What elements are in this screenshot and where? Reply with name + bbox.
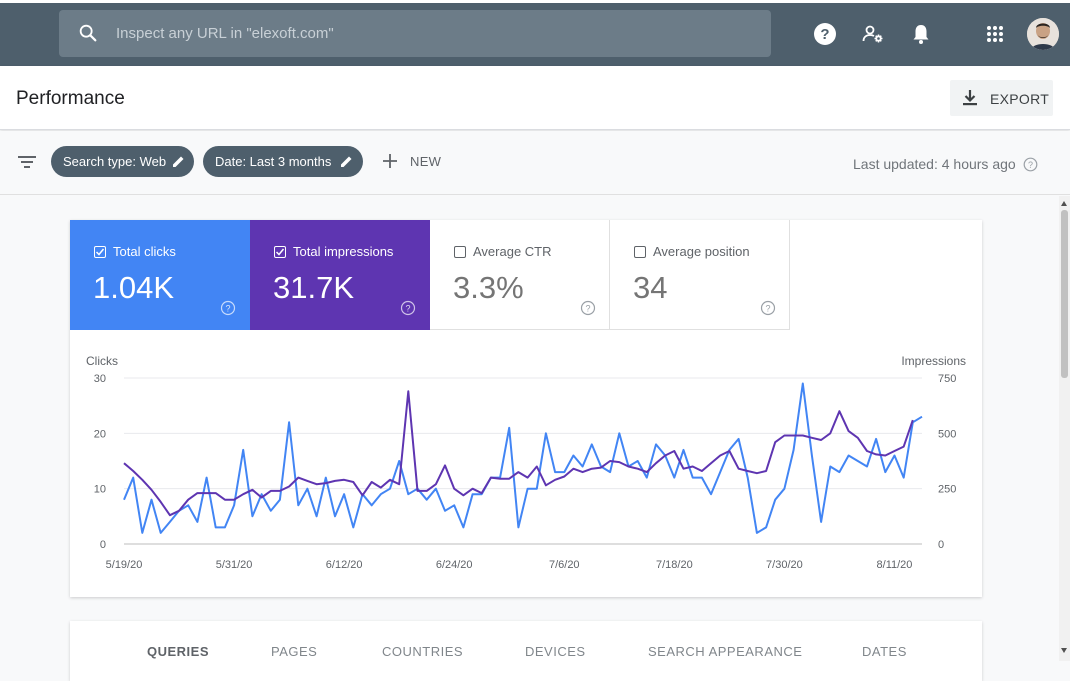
y-axis-right-label: Impressions xyxy=(901,354,966,368)
report-tabs: QUERIES PAGES COUNTRIES DEVICES SEARCH A… xyxy=(70,621,982,681)
tab-search-appearance[interactable]: SEARCH APPEARANCE xyxy=(648,644,803,659)
x-tick: 5/31/20 xyxy=(216,559,253,571)
plus-icon xyxy=(383,154,397,168)
tab-dates[interactable]: DATES xyxy=(862,644,907,659)
metric-average-position[interactable]: Average position 34 ? xyxy=(610,220,790,330)
help-circle-icon[interactable]: ? xyxy=(400,300,416,316)
svg-text:?: ? xyxy=(820,26,829,43)
y-tick-left: 30 xyxy=(94,373,106,385)
chart-ticks: 0 0 10 250 20 500 30 750 5/19/20 5/31/20 6/12/20 6/… xyxy=(94,373,957,571)
download-icon xyxy=(963,90,977,106)
metric-total-clicks[interactable]: Total clicks 1.04K ? xyxy=(70,220,250,330)
help-circle-icon[interactable]: ? xyxy=(1023,157,1038,172)
y-tick-right: 750 xyxy=(938,373,956,385)
url-inspect-search[interactable]: Inspect any URL in "elexoft.com" xyxy=(59,10,771,57)
y-tick-left: 20 xyxy=(94,428,106,440)
checkbox-average-position[interactable] xyxy=(634,246,646,258)
last-updated: Last updated: 4 hours ago ? xyxy=(853,154,1038,172)
edit-icon[interactable] xyxy=(171,154,186,169)
avatar[interactable] xyxy=(1027,18,1059,50)
chip-label: Date: Last 3 months xyxy=(215,154,332,169)
help-circle-icon[interactable]: ? xyxy=(760,300,776,316)
chart-grid xyxy=(124,377,922,545)
check-icon xyxy=(95,248,105,256)
tab-pages[interactable]: PAGES xyxy=(271,644,318,659)
last-updated-text: Last updated: 4 hours ago xyxy=(853,156,1016,172)
y-tick-left: 10 xyxy=(94,484,106,496)
metric-value: 1.04K xyxy=(93,270,175,305)
help-circle-icon[interactable]: ? xyxy=(580,300,596,316)
filter-bar: Search type: Web Date: Last 3 months NEW… xyxy=(0,131,1070,195)
top-app-bar: Inspect any URL in "elexoft.com" ? xyxy=(0,0,1070,66)
page-title: Performance xyxy=(16,88,125,109)
search-icon[interactable] xyxy=(77,22,99,44)
y-tick-right: 250 xyxy=(938,484,956,496)
x-tick: 7/6/20 xyxy=(549,559,580,571)
new-filter-button[interactable]: NEW xyxy=(380,151,441,175)
manage-users-icon[interactable] xyxy=(861,22,885,46)
metric-value: 31.7K xyxy=(273,270,355,305)
bell-icon[interactable] xyxy=(909,22,933,46)
svg-text:?: ? xyxy=(585,304,590,314)
metric-value: 34 xyxy=(633,270,668,305)
metric-label: Average CTR xyxy=(473,244,552,259)
filter-icon[interactable] xyxy=(16,152,38,172)
top-edge xyxy=(0,0,1070,3)
svg-text:?: ? xyxy=(765,304,770,314)
checkbox-total-impressions[interactable] xyxy=(274,246,286,258)
tab-countries[interactable]: COUNTRIES xyxy=(382,644,464,659)
metric-value: 3.3% xyxy=(453,270,524,305)
performance-card: Total clicks 1.04K ? Total impressions 3… xyxy=(70,220,982,597)
export-label: EXPORT xyxy=(990,91,1050,107)
series-line-clicks xyxy=(123,382,923,534)
y-tick-left: 0 xyxy=(100,539,106,551)
help-icon[interactable]: ? xyxy=(813,22,837,46)
x-tick: 8/11/20 xyxy=(877,559,913,571)
y-tick-right: 0 xyxy=(938,539,944,551)
scroll-up-arrow[interactable] xyxy=(1061,201,1067,206)
tab-queries[interactable]: QUERIES xyxy=(147,644,210,659)
x-tick: 7/18/20 xyxy=(656,559,693,571)
new-label: NEW xyxy=(410,154,442,169)
scrollbar[interactable] xyxy=(1059,196,1070,661)
date-range-chip[interactable]: Date: Last 3 months xyxy=(203,146,363,177)
metric-label: Total clicks xyxy=(113,244,176,259)
scroll-down-arrow[interactable] xyxy=(1061,648,1067,653)
y-axis-left-label: Clicks xyxy=(86,354,118,368)
checkbox-total-clicks[interactable] xyxy=(94,246,106,258)
scroll-thumb[interactable] xyxy=(1061,210,1068,378)
help-circle-icon[interactable]: ? xyxy=(220,300,236,316)
svg-text:?: ? xyxy=(1028,160,1033,170)
x-tick: 7/30/20 xyxy=(766,559,803,571)
svg-text:?: ? xyxy=(405,304,410,314)
metric-label: Total impressions xyxy=(293,244,394,259)
apps-grid-icon[interactable] xyxy=(983,22,1007,46)
chart-lines xyxy=(123,382,923,534)
page-header: Performance EXPORT xyxy=(0,66,1070,130)
checkbox-average-ctr[interactable] xyxy=(454,246,466,258)
tab-devices[interactable]: DEVICES xyxy=(525,644,586,659)
check-icon xyxy=(275,248,285,256)
x-tick: 6/12/20 xyxy=(326,559,363,571)
edit-icon[interactable] xyxy=(339,154,354,169)
series-line-impressions xyxy=(123,390,914,517)
x-tick: 5/19/20 xyxy=(106,559,143,571)
export-button[interactable]: EXPORT xyxy=(950,80,1053,116)
metric-average-ctr[interactable]: Average CTR 3.3% ? xyxy=(430,220,610,330)
search-type-chip[interactable]: Search type: Web xyxy=(51,146,194,177)
metric-label: Average position xyxy=(653,244,750,259)
search-input[interactable]: Inspect any URL in "elexoft.com" xyxy=(116,25,334,42)
metric-total-impressions[interactable]: Total impressions 31.7K ? xyxy=(250,220,430,330)
performance-chart: Clicks Impressions 0 0 10 250 20 500 30 750 5/19… xyxy=(86,354,966,571)
y-tick-right: 500 xyxy=(938,428,956,440)
x-tick: 6/24/20 xyxy=(436,559,473,571)
avatar-image xyxy=(1027,18,1059,50)
chip-label: Search type: Web xyxy=(63,154,167,169)
svg-text:?: ? xyxy=(225,304,230,314)
